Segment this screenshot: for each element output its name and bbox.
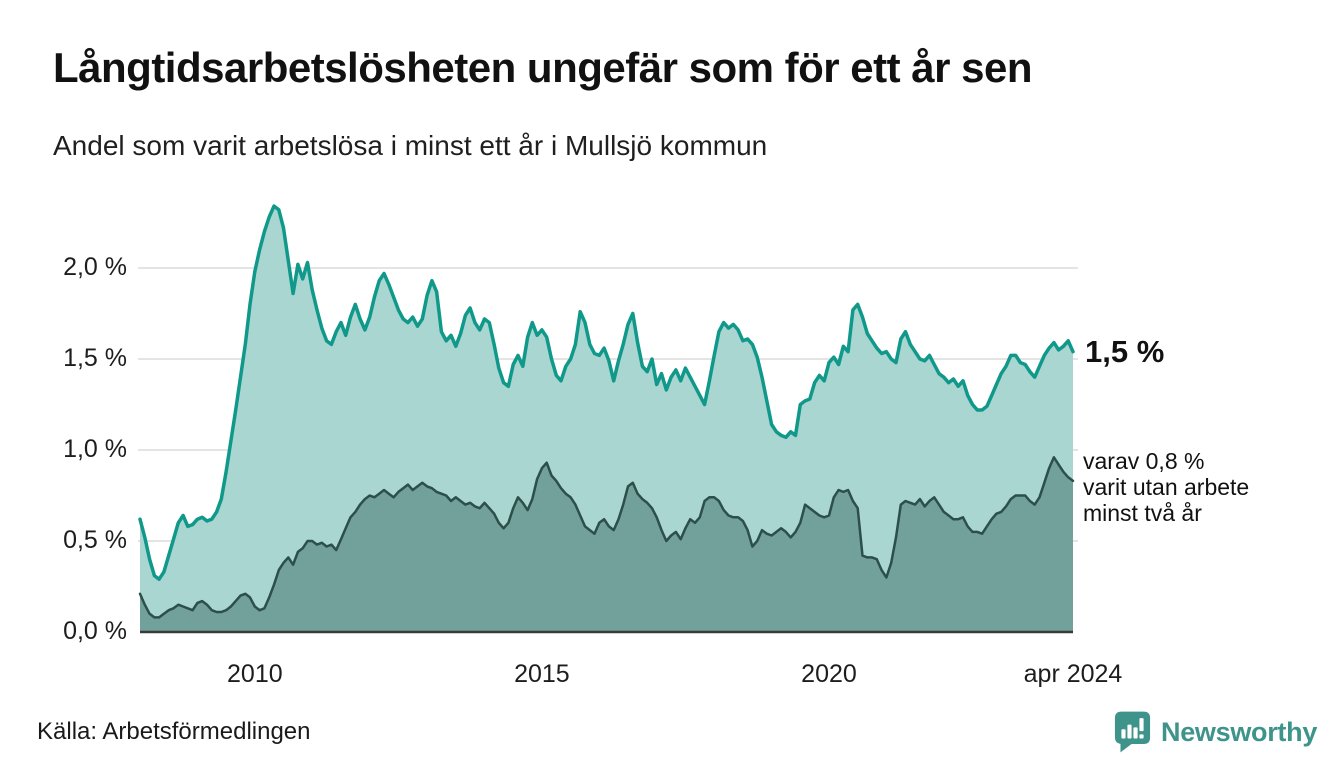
series2-annotation-line-2: varit utan arbete: [1083, 474, 1250, 500]
y-axis-label-0.5: 0,5 %: [63, 526, 127, 554]
newsworthy-wordmark: Newsworthy: [1161, 716, 1318, 747]
newsworthy-bubble-icon: [1114, 711, 1151, 753]
newsworthy-logo: Newsworthy: [1114, 710, 1317, 754]
series1-ge1year-line: [138, 204, 1075, 581]
series2-end-annotation: varav 0,8 % varit utan arbete minst två …: [1083, 448, 1249, 526]
y-axis-label-1.5: 1,5 %: [63, 344, 127, 372]
source-credit: Källa: Arbetsförmedlingen: [37, 718, 311, 745]
series2-ge2years-area: [140, 457, 1073, 632]
chart-subtitle: Andel som varit arbetslösa i minst ett å…: [53, 130, 768, 161]
series2-ge2years-line: [138, 456, 1075, 619]
series1-end-value-label: 1,5 %: [1085, 334, 1165, 369]
series2-annotation-line-3: minst två år: [1083, 500, 1202, 526]
y-axis-label-0: 0,0 %: [63, 617, 127, 645]
y-axis-label-2: 2,0 %: [63, 253, 127, 281]
series2-annotation-line-1: varav 0,8 %: [1083, 448, 1205, 474]
page-title: Långtidsarbetslösheten ungefär som för e…: [53, 44, 1033, 91]
x-axis-label-2010: 2010: [227, 660, 283, 688]
y-axis-label-1: 1,0 %: [63, 435, 127, 463]
x-axis-label-2020: 2020: [801, 660, 857, 688]
x-axis-label-apr-2024: apr 2024: [1023, 660, 1123, 688]
x-axis-label-2015: 2015: [514, 660, 570, 688]
